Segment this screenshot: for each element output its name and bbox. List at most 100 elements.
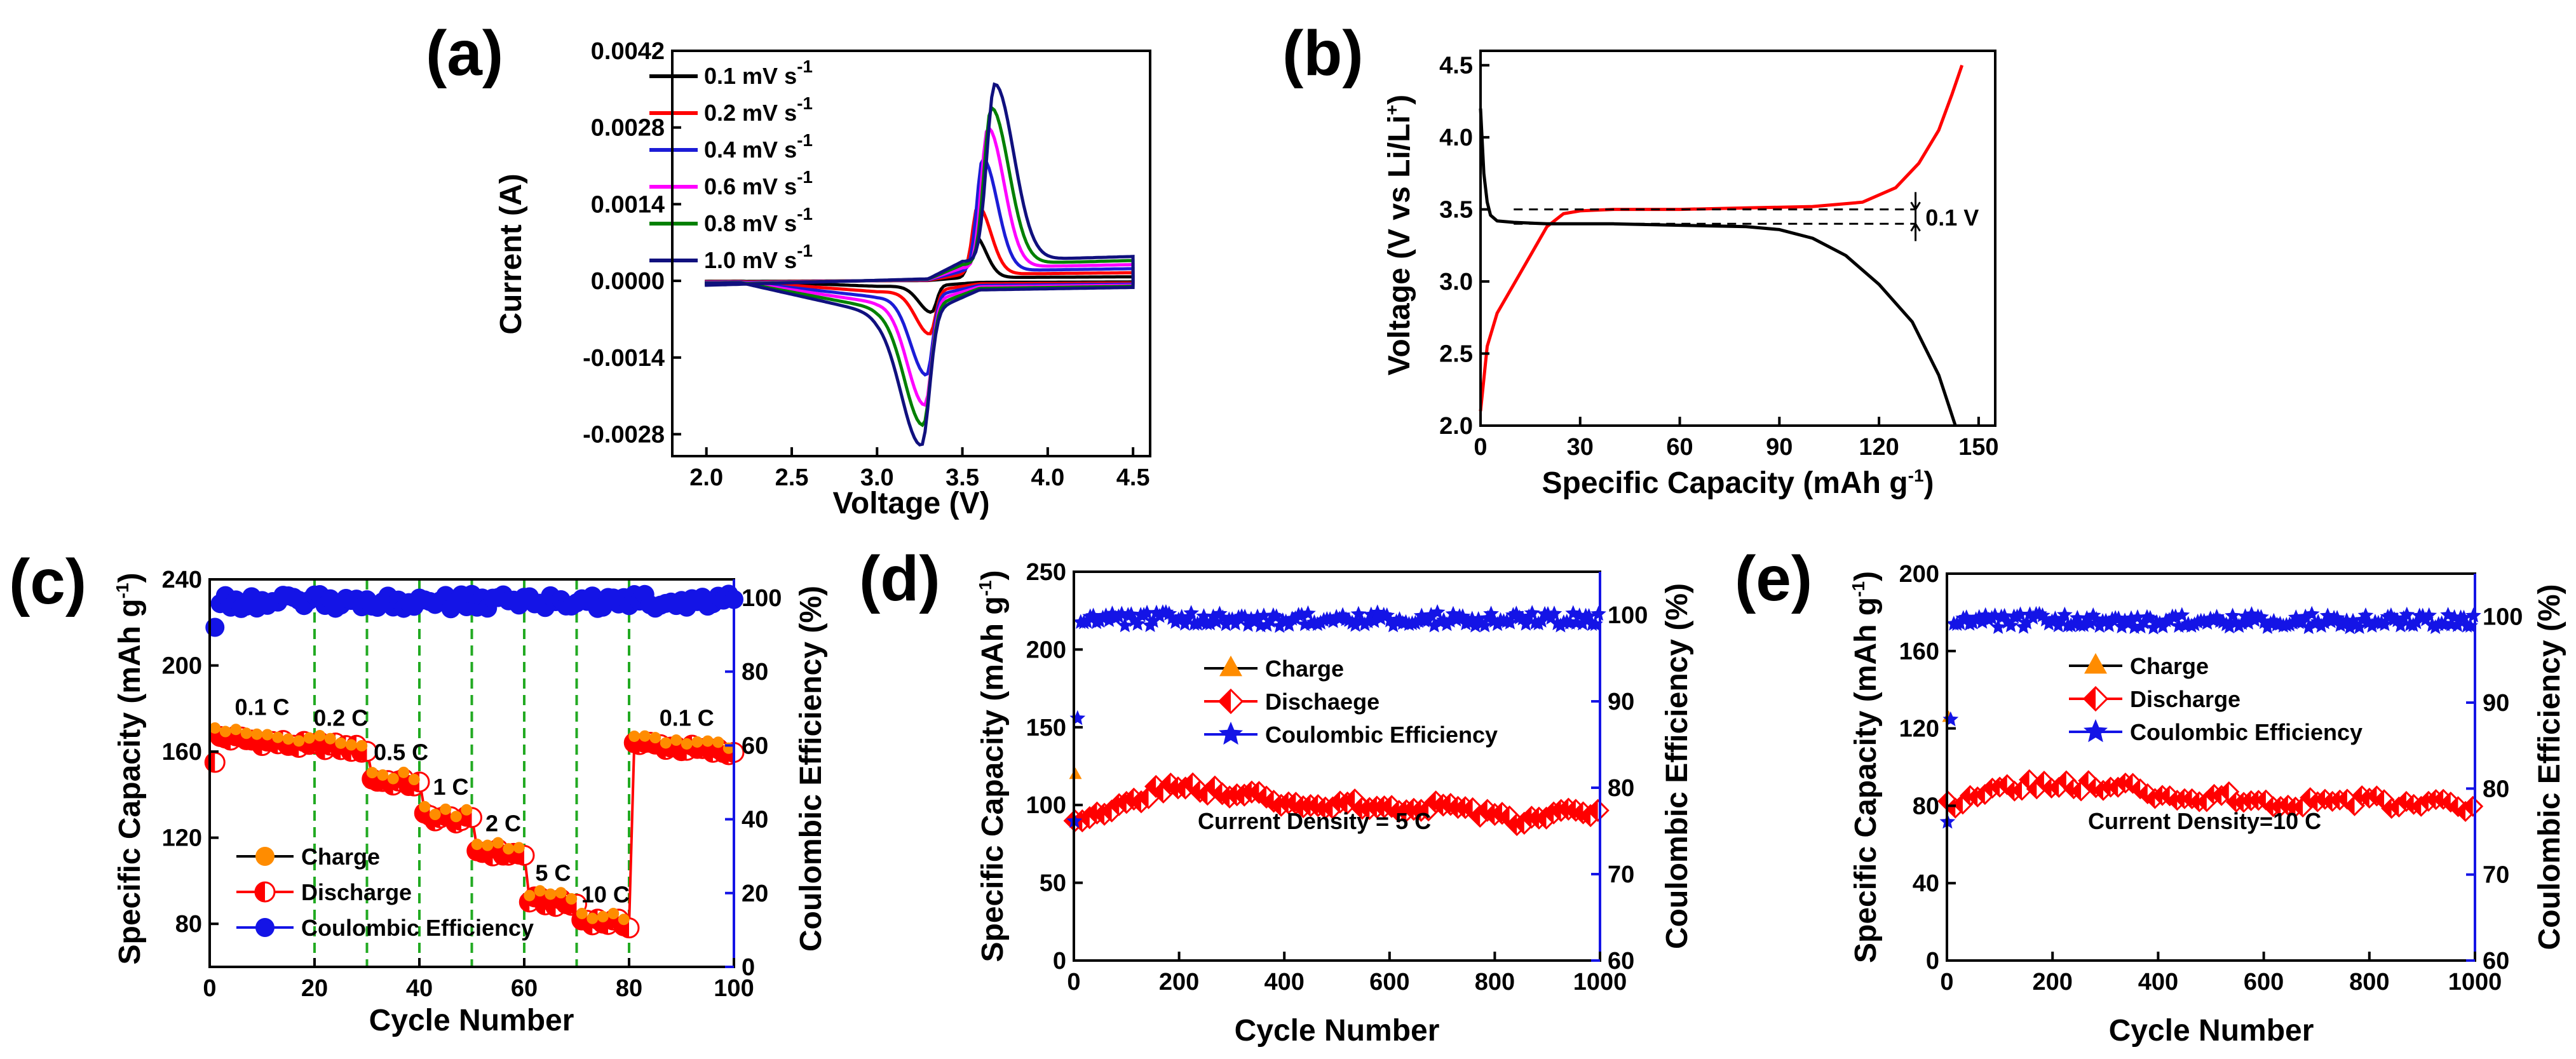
panel-a-xtick-label: 4.0 xyxy=(1031,464,1064,491)
rate-label-2: 0.5 C xyxy=(374,739,428,766)
panel-d-discharge-point-fill xyxy=(1345,790,1355,811)
charge-point xyxy=(482,839,494,851)
charge-point xyxy=(429,808,441,820)
panel-e-ce-point xyxy=(2465,607,2481,623)
panel-d-discharge-point-fill xyxy=(1528,807,1539,828)
panel-e-discharge-point-fill xyxy=(2064,779,2074,799)
panel-d-discharge-point-fill xyxy=(1499,807,1510,828)
panel-e-discharge-point-fill xyxy=(2338,790,2347,809)
panel-d-discharge-point-fill xyxy=(1573,802,1583,823)
charge-point xyxy=(387,772,399,785)
legend-a-label-2-main: 0.4 mV s xyxy=(704,137,797,163)
charge-point xyxy=(639,730,651,742)
panel-d-discharge-point-fill xyxy=(1396,800,1407,821)
panel-e-legend-discharge-label: Discharge xyxy=(2130,686,2240,712)
legend-a-label-1-main: 0.2 mV s xyxy=(704,100,797,126)
panel-d-ce-point xyxy=(1347,617,1364,632)
rate-label-6: 10 C xyxy=(581,881,630,907)
panel-c-ytick-label: 80 xyxy=(175,911,202,938)
legend-c-ce-marker xyxy=(255,918,275,937)
panel-b-xtick-label: 60 xyxy=(1666,434,1693,461)
panel-d-discharge-point-fill xyxy=(1462,799,1473,820)
panel-e-legend-ce-label: Coulombic Efficiency xyxy=(2130,719,2362,745)
panel-e-discharge-point-fill xyxy=(2012,781,2023,800)
panel-e-discharge-point-fill xyxy=(2183,789,2192,808)
panel-e-discharge-point-fill xyxy=(2286,797,2296,816)
panel-b-xlabel-end: ) xyxy=(1924,466,1934,500)
panel-e-y2tick-label: 80 xyxy=(2483,776,2509,802)
panel-e-xtick-label: 800 xyxy=(2349,969,2389,995)
panel-e-xtick-label: 400 xyxy=(2138,969,2178,995)
panel-e-discharge-point-fill xyxy=(2101,778,2111,797)
panel-e-ylabel-end: ) xyxy=(1849,571,1883,581)
panel-e-ytick-label: 160 xyxy=(1899,638,1939,665)
charge-point xyxy=(345,739,357,751)
panel-d-ce-point xyxy=(1546,605,1563,621)
panel-d-discharge-point-fill xyxy=(1543,802,1554,823)
panel-a: (a) 0.1 mV s-10.2 mV s-10.4 mV s-10.6 mV … xyxy=(426,18,1151,520)
panel-d-y2tick-label: 80 xyxy=(1608,775,1634,802)
panel-c-xtick-label: 20 xyxy=(301,975,328,1002)
panel-e-label: (e) xyxy=(1735,543,1812,614)
panel-e-discharge-point-fill xyxy=(2264,797,2274,816)
panel-e-ce-point xyxy=(1942,711,1959,727)
panel-d-ylabel-end: ) xyxy=(976,570,1010,580)
legend-c-discharge-label: Discharge xyxy=(301,879,412,905)
panel-e-discharge-point-fill xyxy=(2234,793,2244,812)
panel-b-ytick-label: 4.5 xyxy=(1439,53,1473,79)
panel-b-ylabel-main: Voltage (V vs Li/Li xyxy=(1383,115,1416,375)
panel-a-xlabel: Voltage (V) xyxy=(832,487,989,520)
charge-point xyxy=(492,837,504,849)
panel-b-ytick-label: 2.0 xyxy=(1439,413,1473,440)
panel-c-label: (c) xyxy=(9,546,86,617)
legend-a-label-1: 0.2 mV s-1 xyxy=(704,93,813,126)
panel-b-ytick-label: 4.0 xyxy=(1439,125,1473,151)
panel-b-xtick-label: 90 xyxy=(1766,434,1793,461)
legend-c-ce-label: Coulombic Efficiency xyxy=(301,915,534,941)
panel-c-ylabel: Specific Capacity (mAh g-1) xyxy=(112,572,147,964)
legend-a-label-4-main: 0.8 mV s xyxy=(704,210,797,236)
panel-a-xtick-label: 3.5 xyxy=(946,464,979,491)
charge-point xyxy=(670,734,682,746)
panel-d-xtick-label: 200 xyxy=(1159,969,1199,995)
panel-e-discharge-point-fill xyxy=(2190,792,2200,811)
panel-e-ce-point xyxy=(2012,606,2028,622)
panel-d-discharge-point-fill xyxy=(1109,794,1120,815)
panel-d-discharge-point-fill xyxy=(1455,797,1466,818)
charge-point xyxy=(702,735,714,747)
charge-point xyxy=(503,843,515,855)
panel-e-ce-point xyxy=(2221,618,2237,634)
panel-d-legend-discharge-label: Dischaege xyxy=(1265,689,1380,715)
panel-d-ce-point xyxy=(1366,613,1383,628)
charge-point xyxy=(586,912,599,924)
panel-d-discharge-point-fill xyxy=(1278,792,1289,813)
panel-d-ytick-label: 250 xyxy=(1026,559,1066,586)
panel-c-y2tick-label: 60 xyxy=(742,732,768,759)
panel-c-y2tick-label: 80 xyxy=(742,659,768,685)
panel-e-ytick-label: 120 xyxy=(1899,716,1939,743)
gap-arrow-head-top xyxy=(1910,201,1921,212)
panel-e-discharge-point-fill xyxy=(2057,771,2066,790)
panel-d-discharge-point-fill xyxy=(1425,792,1436,813)
panel-d-ce-point xyxy=(1069,710,1086,725)
panel-d-discharge-point-fill xyxy=(1565,800,1576,821)
panel-c-xtick-label: 100 xyxy=(714,975,754,1002)
charge-point xyxy=(461,804,473,816)
panel-c-ytick-label: 200 xyxy=(162,653,202,680)
charge-point xyxy=(230,724,242,736)
panel-e-discharge-point-fill xyxy=(2242,791,2251,810)
panel-d-ce-point xyxy=(1533,612,1550,628)
panel-d-discharge-point-fill xyxy=(1190,781,1200,802)
legend-c-charge-label: Charge xyxy=(301,844,380,870)
panel-e-ce-point xyxy=(2303,605,2320,621)
panel-a-xtick-label: 2.5 xyxy=(775,464,809,491)
panel-e-legend-charge-marker xyxy=(2084,653,2107,674)
panel-d-ce-point xyxy=(1429,604,1446,619)
panel-a-frame xyxy=(671,50,1151,457)
panel-e-discharge-point-fill xyxy=(2368,786,2377,806)
panel-d-ytick-label: 100 xyxy=(1026,792,1066,819)
panel-d-ce-point xyxy=(1183,605,1199,620)
panel-b-xlabel-sup: -1 xyxy=(1908,466,1924,485)
panel-e-discharge-point-fill xyxy=(2146,789,2155,808)
charge-step-line xyxy=(214,731,735,928)
